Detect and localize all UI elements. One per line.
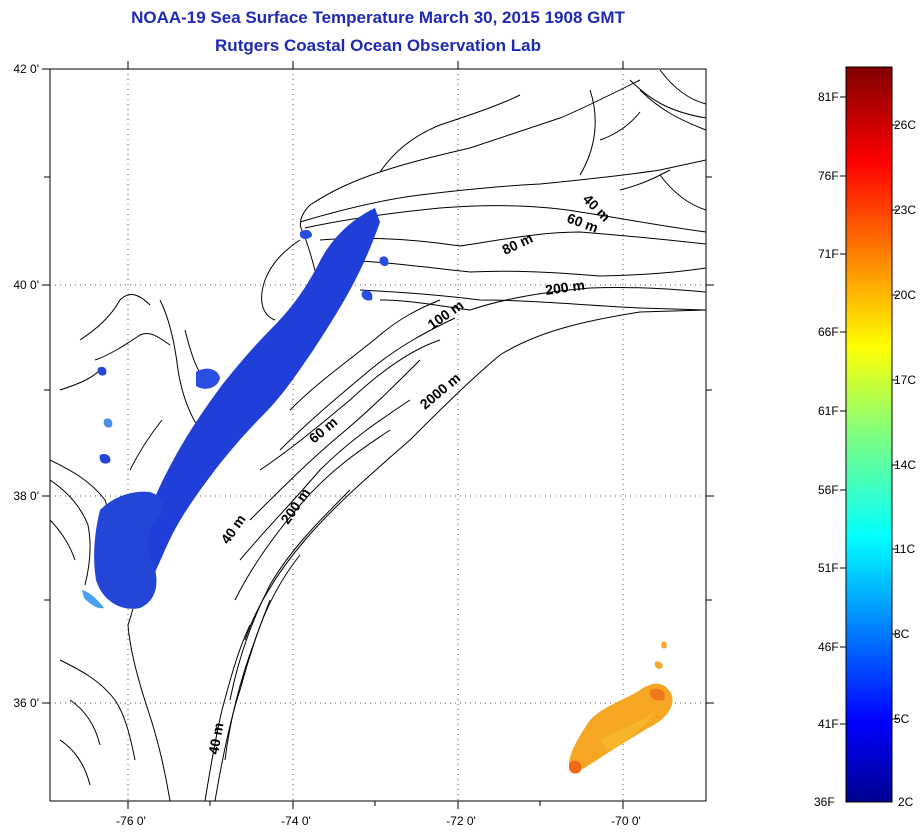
colorbar-f-label: 46F	[818, 640, 839, 654]
map-title: NOAA-19 Sea Surface Temperature March 30…	[131, 8, 625, 27]
depth-label: 200 m	[544, 277, 586, 298]
colorbar-c-label: 17C	[894, 373, 916, 387]
colorbar-f-label: 56F	[818, 483, 839, 497]
colorbar-f-label: 71F	[818, 247, 839, 261]
depth-label: 40 m	[205, 721, 226, 755]
map-subtitle: Rutgers Coastal Ocean Observation Lab	[215, 36, 541, 55]
lat-label: 38 0'	[13, 489, 39, 503]
colorbar-f-label: 76F	[818, 169, 839, 183]
frame-ticks	[42, 61, 714, 809]
colorbar-f-label: 51F	[818, 561, 839, 575]
map-frame	[49, 68, 707, 802]
graticule	[50, 69, 706, 801]
colorbar: 81F 76F 71F 66F 61F 56F 51F 46F 41F 36F …	[814, 66, 916, 809]
colorbar-c-label: 23C	[894, 203, 916, 217]
colorbar-f-label: 61F	[818, 404, 839, 418]
colorbar-f-label: 36F	[814, 795, 835, 809]
longitude-labels: -76 0' -74 0' -72 0' -70 0'	[116, 814, 641, 828]
lon-label: -70 0'	[611, 814, 641, 828]
colorbar-c-label: 14C	[894, 458, 916, 472]
colorbar-f-label: 81F	[818, 90, 839, 104]
colorbar-f-label: 66F	[818, 325, 839, 339]
sst-warm-water	[568, 641, 673, 774]
colorbar-c-label: 20C	[894, 288, 916, 302]
colorbar-c-label: 11C	[894, 542, 915, 556]
colorbar-f-label: 41F	[818, 717, 839, 731]
latitude-labels: 42 0' 40 0' 38 0' 36 0'	[13, 62, 39, 710]
sst-cold-water	[82, 208, 389, 609]
colorbar-c-label: 8C	[894, 627, 910, 641]
colorbar-c-label: 5C	[894, 712, 910, 726]
lon-label: -72 0'	[446, 814, 476, 828]
lon-label: -74 0'	[281, 814, 311, 828]
lat-label: 40 0'	[13, 278, 39, 292]
colorbar-gradient	[845, 66, 893, 803]
lat-label: 42 0'	[13, 62, 39, 76]
colorbar-c-label: 2C	[898, 795, 914, 809]
colorbar-ticks	[840, 96, 898, 725]
colorbar-c-label: 26C	[894, 118, 916, 132]
lon-label: -76 0'	[116, 814, 146, 828]
lat-label: 36 0'	[13, 696, 39, 710]
bathymetry-contours	[204, 69, 706, 801]
